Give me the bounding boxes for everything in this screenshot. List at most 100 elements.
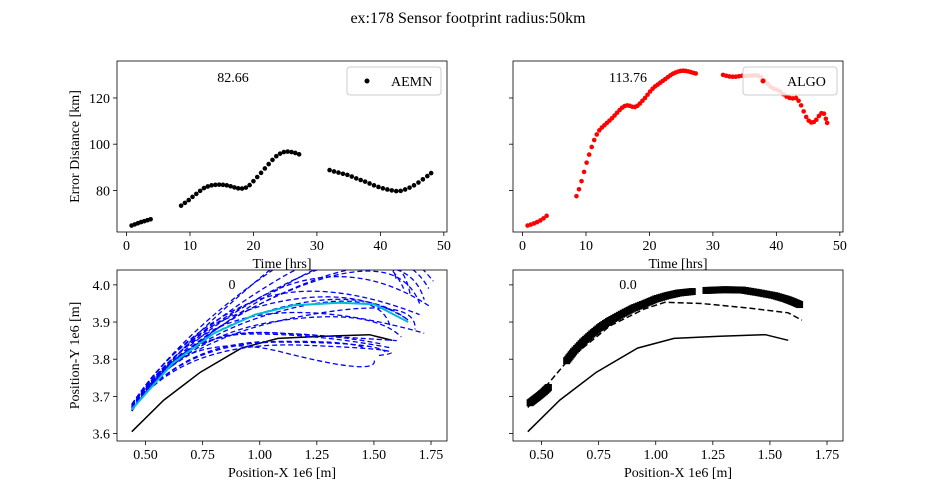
series-line	[131, 301, 409, 411]
data-point	[186, 197, 192, 203]
data-point	[349, 174, 355, 179]
data-point	[376, 184, 381, 190]
data-point	[345, 172, 350, 178]
x-tick-label: 1.50	[362, 448, 387, 463]
data-point	[232, 185, 237, 190]
panel-top-left: 0 10 20 30 40 50 80 100 120 Time [hrs] Error Dista…	[68, 60, 451, 272]
data-point	[281, 149, 287, 155]
data-point	[581, 169, 587, 175]
axes-frame	[116, 269, 448, 442]
trajectory-dashed	[131, 340, 366, 410]
data-point	[293, 150, 298, 156]
data-point	[273, 153, 279, 159]
data-point	[243, 185, 249, 190]
trajectory-dashed	[131, 345, 375, 406]
data-point	[289, 149, 294, 155]
x-tick-label: 10	[579, 239, 593, 254]
x-tick-label: 0.75	[586, 448, 611, 463]
x-tick-label: 30	[310, 239, 324, 254]
data-point	[541, 216, 546, 221]
trajectory-dashed	[131, 275, 432, 408]
data-point	[730, 74, 735, 80]
y-tick-label: 3.9	[93, 316, 111, 331]
data-point	[693, 71, 699, 76]
data-point	[402, 187, 408, 192]
data-point	[197, 188, 203, 194]
y-axis-label: Position-Y 1e6 [m]	[68, 302, 83, 410]
data-point	[201, 185, 207, 191]
data-point	[385, 187, 390, 192]
data-point	[398, 188, 403, 194]
x-tick-label: 40	[373, 239, 387, 254]
y-tick-label: 80	[96, 184, 110, 199]
legend-marker	[760, 78, 766, 84]
data-point	[586, 152, 592, 157]
data-point	[148, 216, 153, 222]
series-line	[527, 333, 789, 433]
y-tick-label: 3.7	[93, 390, 111, 405]
data-point	[823, 116, 829, 122]
data-point	[380, 186, 386, 191]
y-tick-label: 3.6	[93, 428, 111, 443]
x-tick-label: 0.75	[190, 448, 215, 463]
data-point	[544, 213, 549, 219]
data-point	[216, 182, 222, 187]
data-point	[407, 185, 412, 190]
data-point	[213, 182, 218, 188]
panel-bottom-right: 0.50 0.75 1.00 1.25 1.50 1.75 Position-X 1e6 […	[509, 269, 844, 481]
data-point	[247, 182, 252, 188]
estimate-marker	[544, 383, 552, 391]
data-point	[209, 183, 214, 188]
plot-area	[129, 149, 434, 228]
legend-marker	[364, 78, 370, 84]
data-point	[331, 169, 337, 174]
estimate-marker	[688, 288, 696, 296]
x-tick-label: 1.50	[758, 448, 783, 463]
trajectory-dashed	[131, 307, 416, 405]
data-point	[205, 184, 211, 189]
y-tick-label: 120	[89, 92, 110, 107]
data-point	[798, 103, 804, 108]
x-axis-label: Position-X 1e6 [m]	[228, 466, 336, 481]
data-point	[642, 95, 648, 101]
data-point	[420, 177, 426, 182]
x-axis-label: Position-X 1e6 [m]	[624, 466, 732, 481]
data-point	[251, 178, 256, 184]
data-point	[584, 160, 589, 165]
estimate-marker	[796, 301, 804, 309]
data-point	[801, 109, 806, 114]
data-point	[589, 144, 594, 150]
x-tick-label: 1.00	[247, 448, 272, 463]
data-point	[371, 183, 377, 188]
data-point	[296, 152, 302, 157]
trajectory-dashed	[131, 270, 405, 406]
data-point	[353, 176, 359, 181]
data-point	[258, 170, 264, 176]
x-tick-label: 50	[833, 239, 847, 254]
data-point	[824, 120, 830, 126]
data-point	[411, 183, 417, 188]
data-point	[579, 178, 584, 184]
x-tick-label: 0.50	[133, 448, 158, 463]
panel-annotation: 0.0	[619, 278, 637, 293]
trajectory-dashed	[131, 331, 384, 409]
data-point	[796, 98, 801, 104]
axes-frame	[116, 60, 448, 233]
x-tick-label: 20	[642, 239, 656, 254]
data-point	[803, 114, 809, 120]
data-point	[182, 200, 188, 206]
data-point	[594, 132, 600, 137]
data-point	[235, 186, 241, 191]
data-point	[327, 167, 332, 173]
x-tick-label: 50	[437, 239, 451, 254]
x-tick-label: 0	[123, 239, 130, 254]
x-tick-label: 20	[246, 239, 260, 254]
axes-frame	[512, 60, 844, 233]
data-point	[224, 183, 230, 188]
x-tick-label: 0.50	[529, 448, 554, 463]
data-point	[228, 183, 233, 189]
axes-frame	[512, 269, 844, 442]
data-point	[428, 170, 434, 176]
data-point	[336, 170, 341, 175]
